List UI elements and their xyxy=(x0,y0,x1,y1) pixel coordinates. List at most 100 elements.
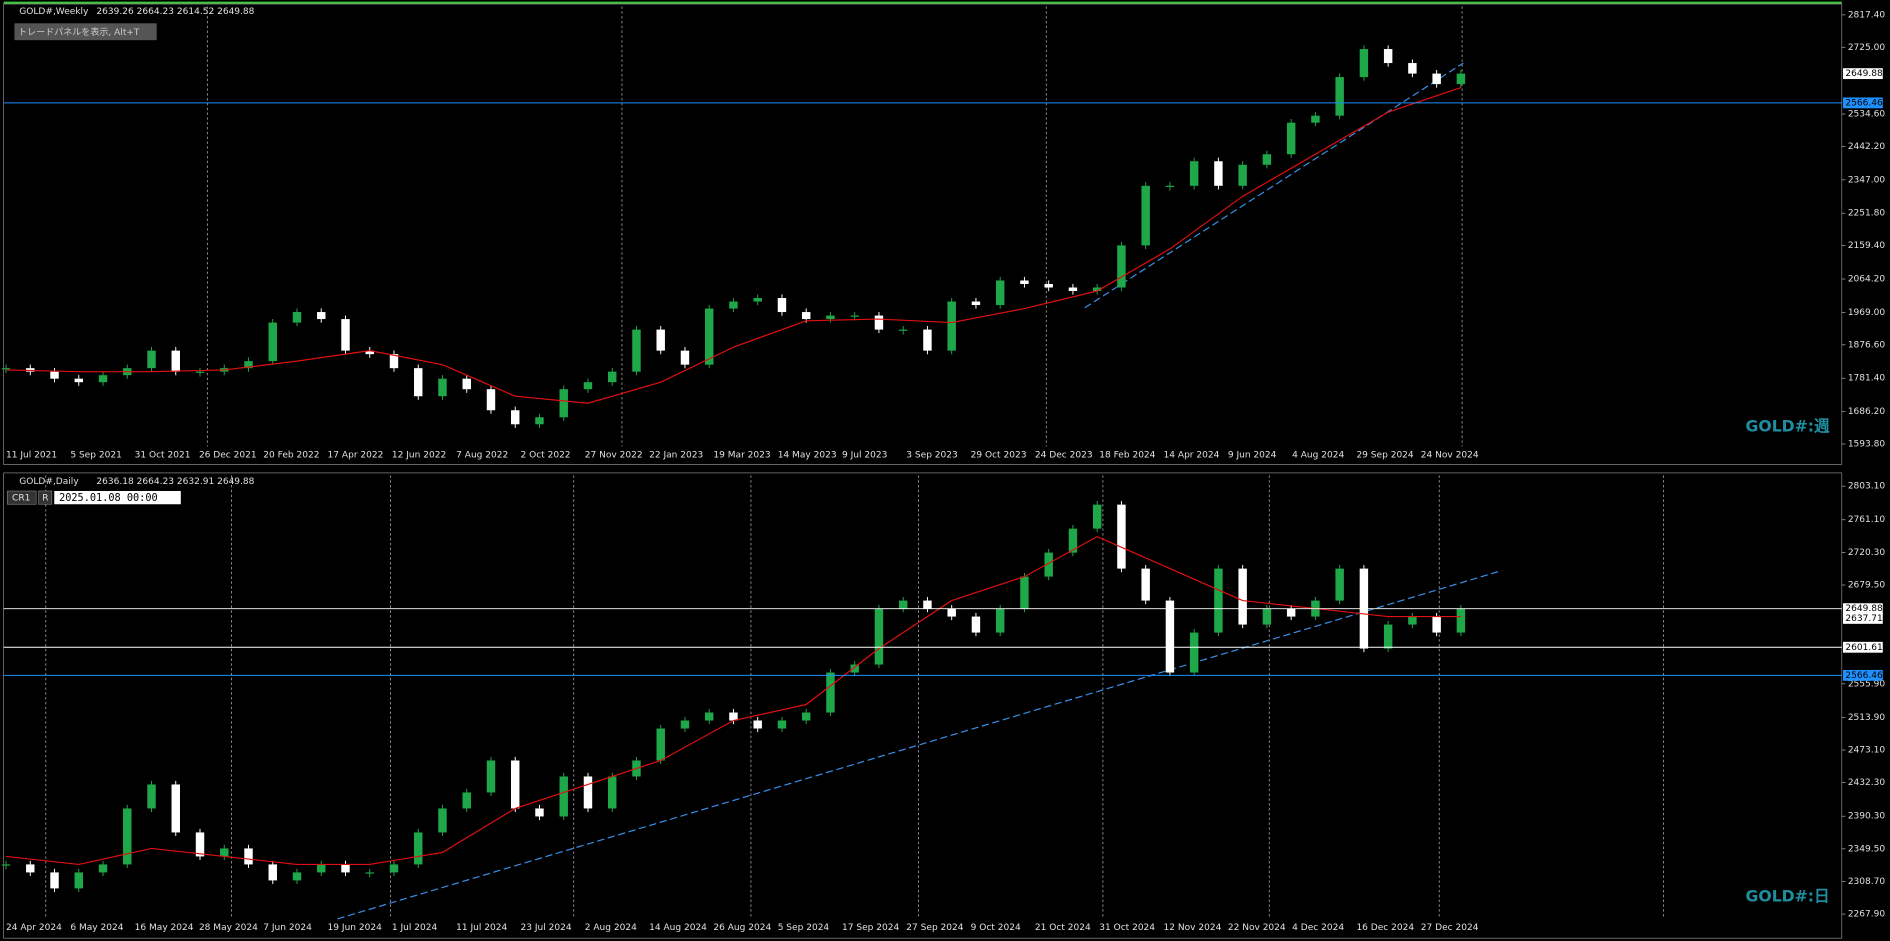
candle xyxy=(1383,49,1393,64)
candle xyxy=(1214,568,1223,633)
price-tag xyxy=(1842,641,1883,653)
y-tick-label: 1969.00 xyxy=(1848,308,1886,318)
r-box[interactable] xyxy=(38,490,53,505)
candle xyxy=(1141,185,1150,246)
candle xyxy=(317,864,326,873)
x-tick-label: 24 Nov 2024 xyxy=(1421,450,1479,460)
candle xyxy=(1432,73,1441,85)
candle xyxy=(268,322,277,362)
candle xyxy=(1044,552,1053,577)
candle xyxy=(292,312,302,323)
candle xyxy=(753,720,762,729)
candle xyxy=(1408,63,1417,74)
candle xyxy=(729,712,738,721)
trendline xyxy=(337,569,1503,920)
candle xyxy=(220,848,229,857)
candle xyxy=(826,672,835,713)
candle xyxy=(171,784,180,833)
candle xyxy=(244,361,253,369)
x-tick-label: 22 Nov 2024 xyxy=(1228,923,1286,933)
candle xyxy=(1117,504,1126,569)
candle xyxy=(1092,287,1102,292)
candle xyxy=(1335,77,1344,116)
x-tick-label: 22 Jan 2023 xyxy=(649,450,703,460)
candle xyxy=(535,808,544,817)
y-tick-label: 2725.00 xyxy=(1848,43,1886,53)
x-tick-label: 5 Sep 2021 xyxy=(70,450,122,460)
x-tick-label: 4 Dec 2024 xyxy=(1292,923,1344,933)
cr-box[interactable] xyxy=(6,490,37,505)
candle xyxy=(26,864,35,873)
x-tick-label: 9 Oct 2024 xyxy=(971,923,1021,933)
candle xyxy=(171,350,180,372)
x-tick-label: 29 Oct 2023 xyxy=(971,450,1027,460)
y-tick-label: 2064.20 xyxy=(1848,275,1886,285)
candle xyxy=(1456,73,1466,85)
x-tick-label: 11 Jul 2021 xyxy=(6,450,57,460)
candle xyxy=(341,864,350,873)
crosshair-time: 2025.01.08 00:00 xyxy=(59,492,158,504)
candle xyxy=(535,417,544,425)
candle xyxy=(753,298,762,302)
candle xyxy=(74,378,83,383)
candle xyxy=(98,864,108,873)
candle xyxy=(801,312,811,320)
candle xyxy=(632,329,641,372)
x-tick-label: 21 Oct 2024 xyxy=(1035,923,1091,933)
x-tick-label: 31 Oct 2024 xyxy=(1099,923,1155,933)
candle xyxy=(98,375,108,383)
candle xyxy=(1092,504,1102,529)
moving-average xyxy=(6,87,1462,404)
trade-panel-button[interactable] xyxy=(14,23,157,41)
candle xyxy=(1020,280,1029,284)
x-tick-label: 5 Sep 2024 xyxy=(778,923,830,933)
x-tick-label: 31 Oct 2021 xyxy=(135,450,191,460)
candle xyxy=(1165,600,1175,673)
candle xyxy=(341,319,350,351)
y-tick-label: 2251.80 xyxy=(1848,209,1886,219)
time-box xyxy=(54,490,181,505)
candle xyxy=(656,728,665,761)
candle xyxy=(50,872,59,889)
candle xyxy=(511,760,520,809)
x-tick-label: 17 Sep 2024 xyxy=(842,923,899,933)
y-tick-label: 2817.40 xyxy=(1848,10,1886,20)
candle xyxy=(995,280,1005,306)
x-tick-label: 27 Sep 2024 xyxy=(906,923,963,933)
price-tag xyxy=(1842,612,1883,624)
candle xyxy=(1020,576,1029,609)
price-tag xyxy=(1842,603,1883,615)
y-tick-label: 2803.10 xyxy=(1848,482,1886,492)
y-tick-label: 2347.00 xyxy=(1848,175,1886,185)
panel-frame xyxy=(3,472,1843,939)
candle xyxy=(680,720,690,729)
y-tick-label: 2267.90 xyxy=(1848,910,1886,920)
candle xyxy=(414,832,423,865)
candle xyxy=(389,864,399,873)
candle xyxy=(268,864,277,881)
candle xyxy=(1068,287,1078,292)
candle xyxy=(995,608,1005,633)
candle xyxy=(1,864,11,866)
price-tag-label: 2601.61 xyxy=(1845,643,1882,653)
x-tick-label: 24 Apr 2024 xyxy=(6,923,62,933)
candle xyxy=(1214,161,1223,186)
panel-frame xyxy=(3,3,1843,465)
candle xyxy=(317,312,326,320)
candle xyxy=(1044,283,1053,288)
x-tick-label: 14 May 2023 xyxy=(778,450,837,460)
candle xyxy=(147,350,156,369)
candle xyxy=(195,371,205,373)
candle xyxy=(292,872,302,881)
candle xyxy=(50,371,59,379)
candle xyxy=(971,616,981,633)
candle xyxy=(123,808,132,865)
x-tick-label: 29 Sep 2024 xyxy=(1356,450,1413,460)
y-tick-label: 2761.10 xyxy=(1848,515,1886,525)
x-tick-label: 24 Dec 2023 xyxy=(1035,450,1093,460)
chart-symbol: GOLD#,Weekly xyxy=(19,7,89,17)
candle xyxy=(898,329,908,331)
candle xyxy=(414,368,423,397)
y-tick-label: 2679.50 xyxy=(1848,580,1886,590)
candle xyxy=(486,389,496,411)
